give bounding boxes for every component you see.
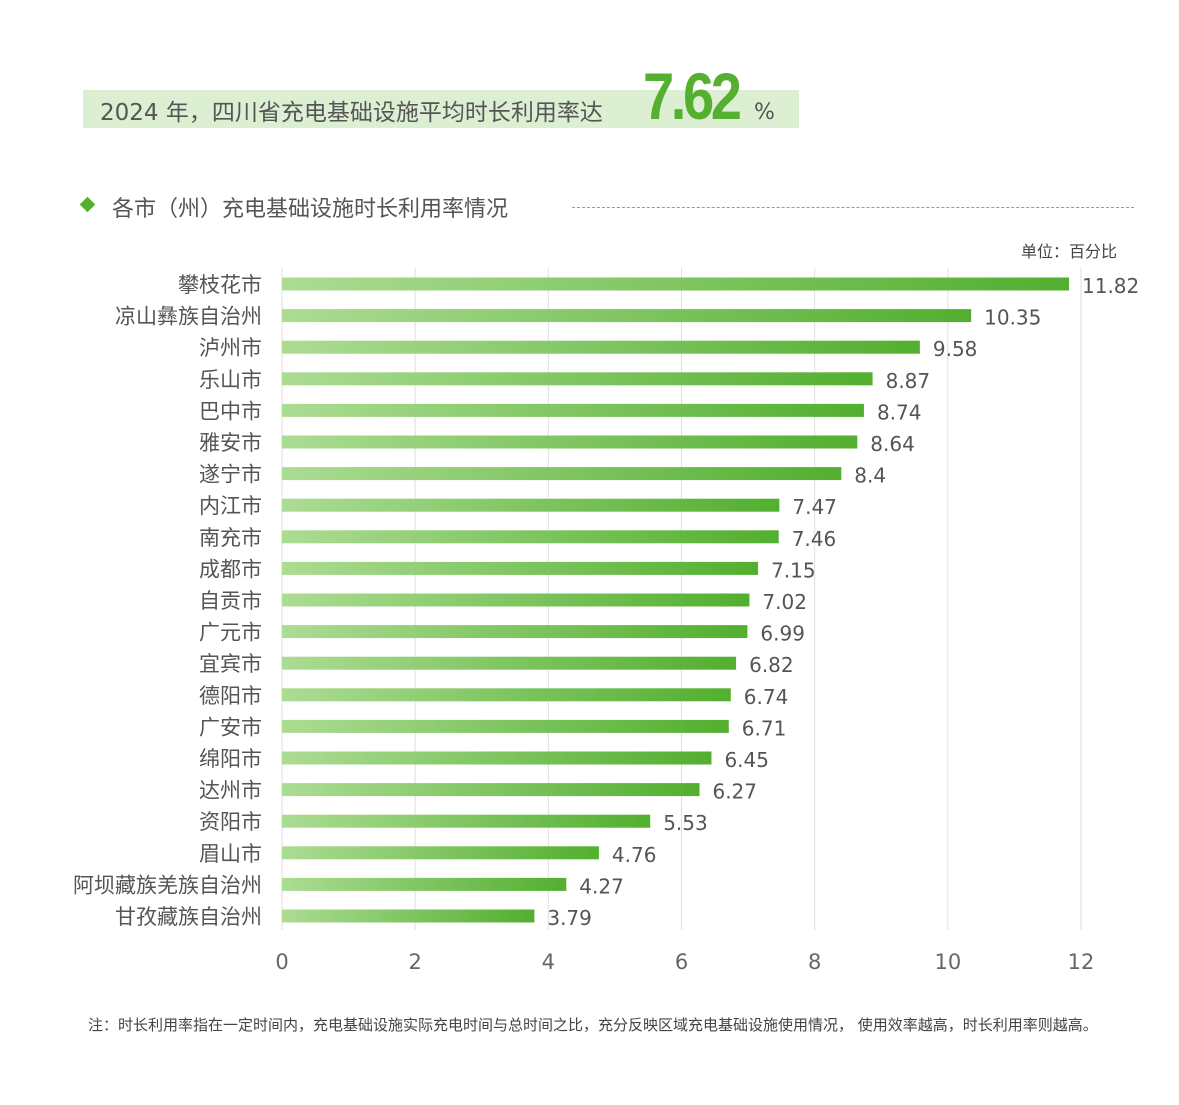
value-label: 4.27 [579, 874, 624, 898]
bar [282, 340, 920, 354]
category-label: 德阳市 [199, 684, 262, 708]
category-label: 宜宾市 [199, 652, 262, 676]
category-label: 眉山市 [199, 842, 262, 866]
category-label: 攀枝花市 [178, 273, 262, 297]
bar [282, 467, 842, 481]
bar [282, 783, 700, 797]
value-label: 6.27 [712, 780, 757, 804]
x-tick-label: 6 [675, 950, 688, 974]
category-label: 遂宁市 [199, 463, 262, 487]
bar [282, 372, 873, 386]
value-label: 6.74 [744, 685, 789, 709]
value-label: 7.02 [762, 590, 807, 614]
bar [282, 656, 737, 670]
category-label: 内江市 [199, 494, 262, 518]
bar [282, 909, 535, 923]
category-label: 泸州市 [199, 336, 262, 360]
category-label: 绵阳市 [199, 747, 262, 771]
value-label: 8.87 [886, 369, 931, 393]
bar [282, 751, 712, 765]
bar [282, 498, 780, 512]
value-label: 10.35 [984, 306, 1041, 330]
bar [282, 561, 759, 575]
category-label: 南充市 [199, 526, 262, 550]
category-label: 达州市 [199, 779, 262, 803]
value-label: 6.99 [760, 622, 805, 646]
category-label: 广元市 [199, 621, 262, 645]
x-tick-label: 12 [1068, 950, 1095, 974]
unit-label: 单位：百分比 [1020, 242, 1117, 261]
value-label: 3.79 [547, 906, 592, 930]
bar [282, 719, 729, 733]
category-label: 资阳市 [199, 810, 262, 834]
value-label: 7.15 [771, 558, 816, 582]
value-label: 8.4 [854, 464, 886, 488]
bar [282, 277, 1070, 291]
bar [282, 688, 731, 702]
headline-unit: % [754, 100, 775, 125]
bar [282, 530, 779, 544]
value-label: 6.45 [724, 748, 769, 772]
x-tick-label: 0 [275, 950, 288, 974]
value-label: 8.64 [870, 432, 915, 456]
dashed-divider [572, 207, 1134, 208]
value-label: 6.82 [749, 653, 794, 677]
category-label: 广安市 [199, 715, 262, 739]
bar [282, 593, 750, 607]
x-tick-label: 10 [934, 950, 961, 974]
footnote: 注：时长利用率指在一定时间内，充电基础设施实际充电时间与总时间之比，充分反映区域… [88, 1016, 1098, 1034]
bar [282, 403, 864, 417]
bar [282, 309, 972, 323]
bar [282, 435, 858, 449]
category-label: 乐山市 [199, 368, 262, 392]
bar [282, 814, 651, 828]
category-label: 阿坝藏族羌族自治州 [73, 873, 262, 897]
headline-band [83, 90, 799, 128]
value-label: 6.71 [742, 716, 787, 740]
section-title: 各市（州）充电基础设施时长利用率情况 [112, 197, 509, 222]
x-tick-label: 4 [542, 950, 555, 974]
value-label: 9.58 [933, 337, 978, 361]
category-label: 巴中市 [199, 399, 262, 423]
value-label: 7.46 [792, 527, 837, 551]
category-label: 甘孜藏族自治州 [115, 905, 262, 929]
bar [282, 625, 748, 639]
category-label: 凉山彝族自治州 [115, 305, 262, 329]
x-tick-label: 2 [408, 950, 421, 974]
headline-text: 2024 年，四川省充电基础设施平均时长利用率达 [100, 100, 603, 126]
value-label: 5.53 [663, 811, 708, 835]
bar [282, 846, 599, 860]
value-label: 11.82 [1082, 274, 1139, 298]
headline-value: 7.62 [643, 59, 742, 133]
category-label: 自贡市 [199, 589, 262, 613]
value-label: 7.47 [792, 495, 837, 519]
x-tick-label: 8 [808, 950, 821, 974]
category-label: 成都市 [199, 557, 262, 581]
category-label: 雅安市 [199, 431, 262, 455]
value-label: 8.74 [877, 400, 922, 424]
value-label: 4.76 [612, 843, 657, 867]
bar-chart: 0 2 4 6 8 10 12 攀枝花市 11.82 凉山彝族自治州 10.35 泸州市 9.58 乐山市… [73, 268, 1139, 974]
bar [282, 877, 567, 891]
